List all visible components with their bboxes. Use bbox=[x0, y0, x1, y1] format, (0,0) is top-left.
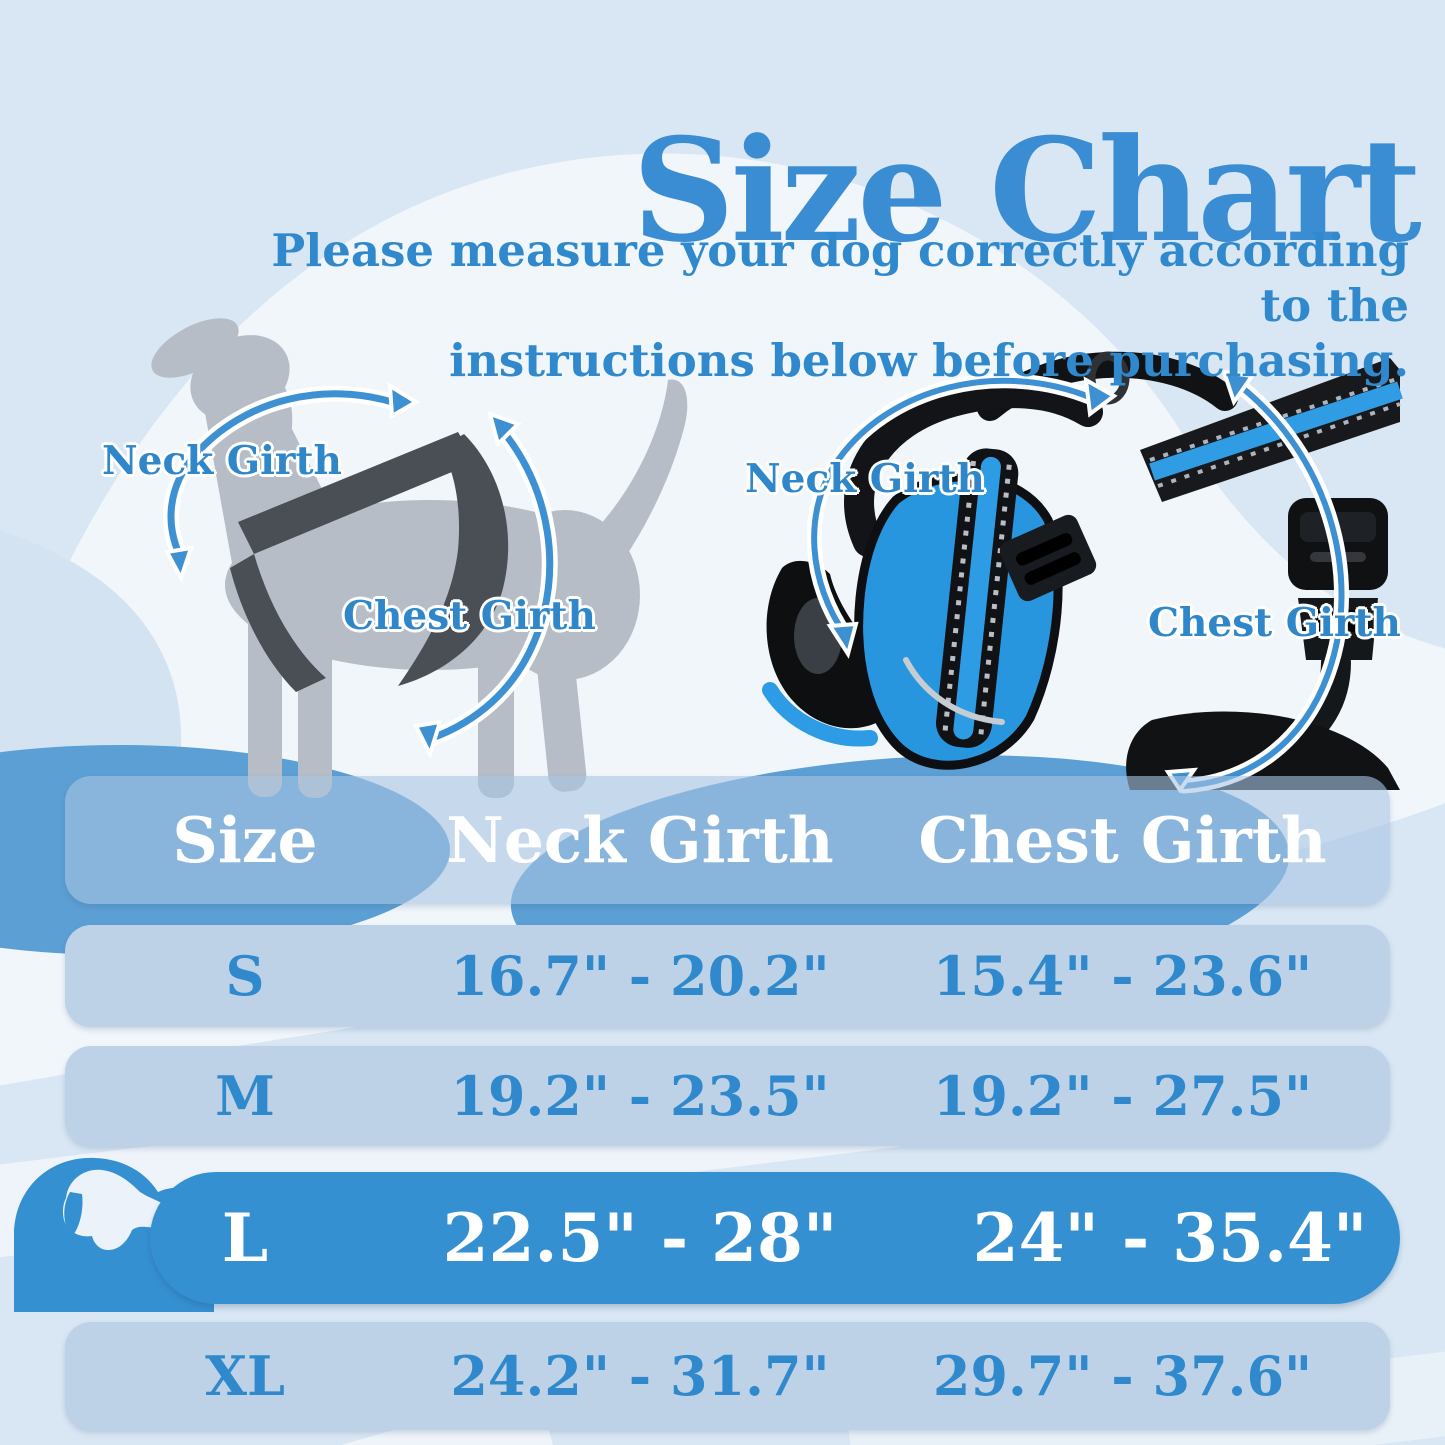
subtitle-line1: Please measure your dog correctly accord… bbox=[271, 224, 1409, 332]
chest-girth-arrow bbox=[1164, 369, 1350, 794]
harness-chest-girth-label: Chest Girth bbox=[1148, 600, 1401, 646]
cell-size: L bbox=[221, 1199, 269, 1277]
cell-neck-girth: 22.5" - 28" bbox=[442, 1199, 838, 1277]
page-title: Size Chart bbox=[632, 108, 1422, 275]
chest-girth-arrow bbox=[413, 410, 558, 760]
dog-harness-outline bbox=[230, 432, 509, 692]
dog-neck-girth-label: Neck Girth bbox=[102, 438, 342, 484]
cell-chest-girth: 19.2" - 27.5" bbox=[932, 1064, 1313, 1128]
cell-neck-girth: 16.7" - 20.2" bbox=[450, 944, 830, 1008]
cell-chest-girth: 15.4" - 23.6" bbox=[932, 944, 1313, 1008]
cell-size: XL bbox=[205, 1344, 285, 1408]
cell-chest-girth: 29.7" - 37.6" bbox=[932, 1344, 1313, 1408]
cell-size: M bbox=[215, 1064, 275, 1128]
cell-neck-girth: 19.2" - 23.5" bbox=[450, 1064, 830, 1128]
harness-photo bbox=[762, 351, 1403, 794]
table-row: M 19.2" - 23.5" 19.2" - 27.5" bbox=[65, 1046, 1390, 1146]
dog-measuring-diagram bbox=[151, 318, 688, 798]
header-neck-girth: Neck Girth bbox=[446, 802, 834, 877]
harness-chest-plate bbox=[762, 448, 1097, 770]
subtitle: Please measure your dog correctly accord… bbox=[270, 224, 1409, 389]
table-row: XL 24.2" - 31.7" 29.7" - 37.6" bbox=[65, 1322, 1390, 1430]
table-header-row: Size Neck Girth Chest Girth bbox=[65, 776, 1390, 904]
header-size: Size bbox=[172, 802, 318, 877]
cell-size: S bbox=[225, 944, 265, 1008]
table-row: S 16.7" - 20.2" 15.4" - 23.6" bbox=[65, 925, 1390, 1027]
cell-neck-girth: 24.2" - 31.7" bbox=[450, 1344, 830, 1408]
cell-chest-girth: 24" - 35.4" bbox=[972, 1199, 1368, 1277]
dog-chest-girth-label: Chest Girth bbox=[343, 593, 596, 639]
neck-girth-arrow bbox=[806, 373, 1118, 659]
harness-neck-girth-label: Neck Girth bbox=[745, 456, 985, 502]
header-chest-girth: Chest Girth bbox=[918, 802, 1327, 877]
table-row-highlighted: L 22.5" - 28" 24" - 35.4" bbox=[150, 1172, 1400, 1304]
subtitle-line2: instructions below before purchasing. bbox=[449, 333, 1409, 387]
neck-girth-arrow bbox=[163, 382, 420, 584]
